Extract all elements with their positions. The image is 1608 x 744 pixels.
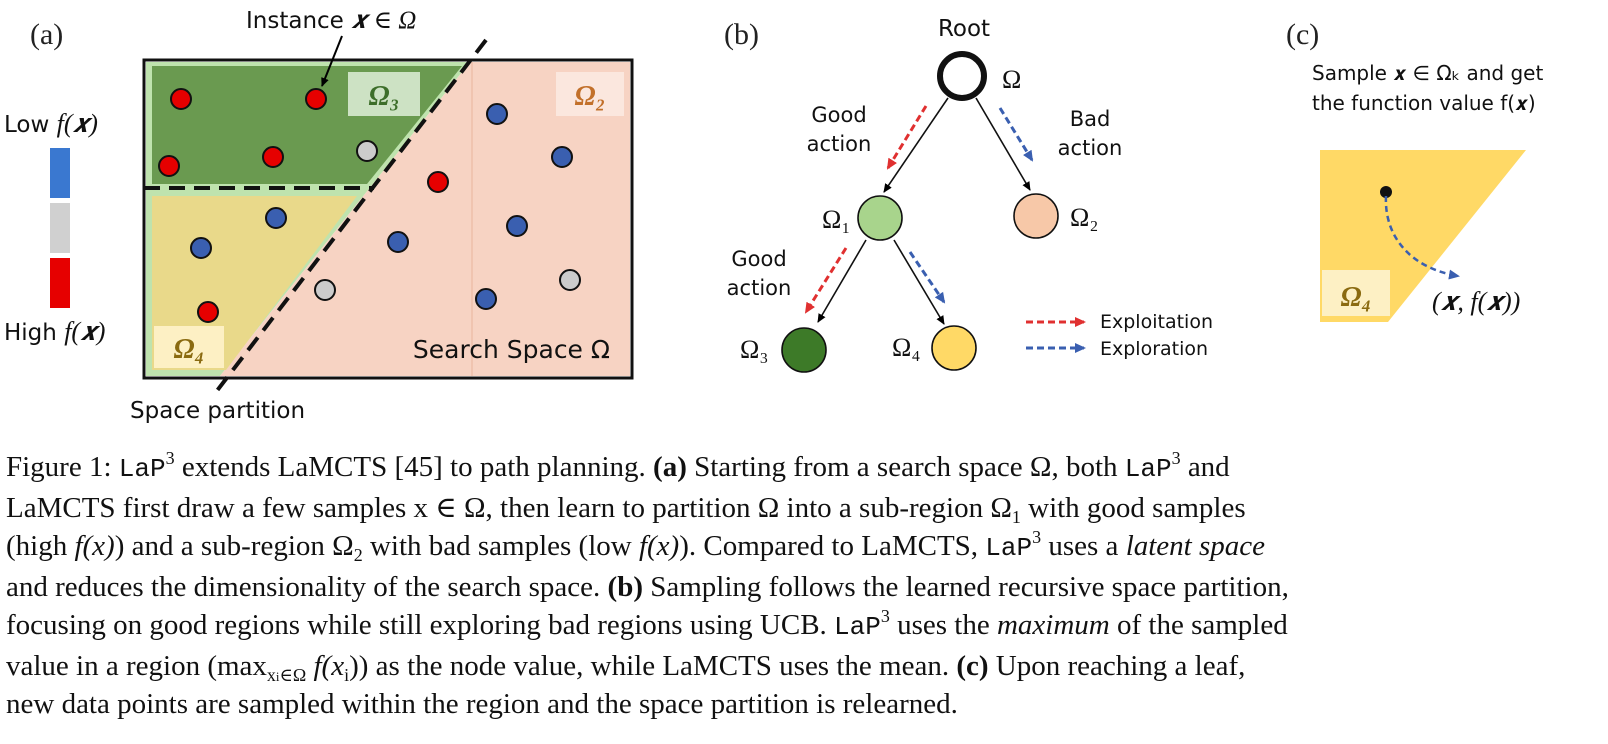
panel-c: (c) Sample 𝒙 ∈ Ωₖ and get the function v… bbox=[1286, 18, 1543, 322]
sample-point-neutral bbox=[559, 269, 581, 291]
tree-node-omega4 bbox=[931, 325, 977, 371]
sample-point-bad bbox=[475, 288, 497, 310]
sample-point-good bbox=[170, 88, 192, 110]
panel-c-line1: Sample 𝒙 ∈ Ωₖ and get bbox=[1312, 61, 1543, 85]
edge-root-n2 bbox=[975, 97, 1031, 191]
caption-line-4: and reduces the dimensionality of the se… bbox=[6, 570, 1289, 603]
search-space-border bbox=[142, 58, 634, 380]
tree-node-omega2 bbox=[1013, 193, 1059, 239]
good-action-label-2: Good action bbox=[727, 247, 792, 300]
edge-n1-n3 bbox=[817, 239, 867, 323]
panel-b: (b) Root Ω Ω₁ Ω₂ Ω₃ Ω₄ Good action Bad act… bbox=[724, 16, 1213, 373]
space-partition-label: Space partition bbox=[130, 398, 305, 424]
tree-node-omega1 bbox=[857, 195, 903, 241]
low-fx-label: Low f(𝒙) bbox=[4, 109, 98, 138]
caption-line-7: new data points are sampled within the r… bbox=[6, 688, 958, 720]
sample-point-bad bbox=[190, 237, 212, 259]
sample-point-bad bbox=[486, 103, 508, 125]
exploit-arrow-2 bbox=[804, 247, 848, 314]
edge-n1-n4 bbox=[893, 239, 945, 325]
omega2-label: Ω₂ bbox=[575, 81, 606, 112]
sample-points bbox=[158, 88, 581, 323]
tree-node-root bbox=[937, 51, 987, 101]
sample-point-good bbox=[427, 171, 449, 193]
omega3-label: Ω₃ bbox=[369, 81, 400, 112]
root-label: Root bbox=[938, 16, 990, 42]
caption-line-5: focusing on good regions while still exp… bbox=[6, 606, 1288, 642]
panel-c-line2: the function value f(𝒙) bbox=[1312, 91, 1536, 115]
caption-line-2: LaMCTS first draw a few samples x ∈ Ω, t… bbox=[6, 491, 1246, 527]
sample-point-bad bbox=[506, 215, 528, 237]
bad-action-label: Bad action bbox=[1058, 107, 1123, 160]
panel-b-label: (b) bbox=[724, 18, 759, 51]
exploit-arrow-1 bbox=[886, 105, 928, 170]
caption-line-3: (high f(x)) and a sub-region Ω2 with bad… bbox=[6, 527, 1266, 565]
sample-point-bad bbox=[265, 207, 287, 229]
n4-label: Ω₄ bbox=[892, 333, 920, 362]
sample-point-good bbox=[197, 301, 219, 323]
caption-line-6: value in a region (maxxi∈Ω f(xi)) as the… bbox=[6, 649, 1246, 685]
panel-c-omega4: Ω₄ bbox=[1341, 282, 1372, 313]
sample-point-neutral bbox=[314, 279, 336, 301]
n1-label: Ω₁ bbox=[822, 205, 850, 234]
root-omega-label: Ω bbox=[1002, 65, 1021, 94]
sample-point-bad bbox=[387, 231, 409, 253]
legend-exploitation: Exploitation bbox=[1100, 311, 1213, 333]
panel-c-label: (c) bbox=[1286, 18, 1319, 51]
explore-arrow-1 bbox=[998, 107, 1034, 162]
n2-label: Ω₂ bbox=[1070, 203, 1098, 232]
instance-label: Instance 𝒙 ∈ Ω bbox=[246, 7, 416, 34]
sample-point-bad bbox=[551, 146, 573, 168]
sample-dot bbox=[1380, 186, 1392, 198]
figure-caption: Figure 1: LaP3 extends LaMCTS [45] to pa… bbox=[6, 448, 1602, 724]
instance-arrow bbox=[321, 35, 343, 87]
legend-swatch-low bbox=[50, 148, 70, 198]
sample-arrow bbox=[1384, 195, 1460, 280]
sample-point-neutral bbox=[356, 140, 378, 162]
n3-label: Ω₃ bbox=[740, 335, 768, 364]
sample-point-good bbox=[158, 155, 180, 177]
panel-a: (a) Ω₃ Ω₂ Ω₄ Search Space Ω Instance 𝒙 ∈… bbox=[4, 7, 634, 424]
legend-exploration: Exploration bbox=[1100, 338, 1208, 360]
edge-root-n1 bbox=[883, 97, 949, 193]
tree-node-omega3 bbox=[781, 327, 827, 373]
search-space-label: Search Space Ω bbox=[413, 335, 610, 364]
explore-arrow-2 bbox=[908, 251, 946, 304]
omega4-label: Ω₄ bbox=[174, 334, 205, 365]
caption-line-1: Figure 1: LaP3 extends LaMCTS [45] to pa… bbox=[6, 448, 1230, 484]
sample-point-good bbox=[305, 88, 327, 110]
panel-a-label: (a) bbox=[30, 18, 63, 51]
point-label: (𝒙, f(𝒙)) bbox=[1432, 287, 1520, 316]
good-action-label: Good action bbox=[807, 103, 872, 156]
legend-swatch-mid bbox=[50, 203, 70, 253]
high-fx-label: High f(𝒙) bbox=[4, 317, 105, 346]
figure-canvas: (a) Ω₃ Ω₂ Ω₄ Search Space Ω Instance 𝒙 ∈… bbox=[4, 7, 1543, 424]
sample-point-good bbox=[262, 146, 284, 168]
legend-swatch-high bbox=[50, 258, 70, 308]
